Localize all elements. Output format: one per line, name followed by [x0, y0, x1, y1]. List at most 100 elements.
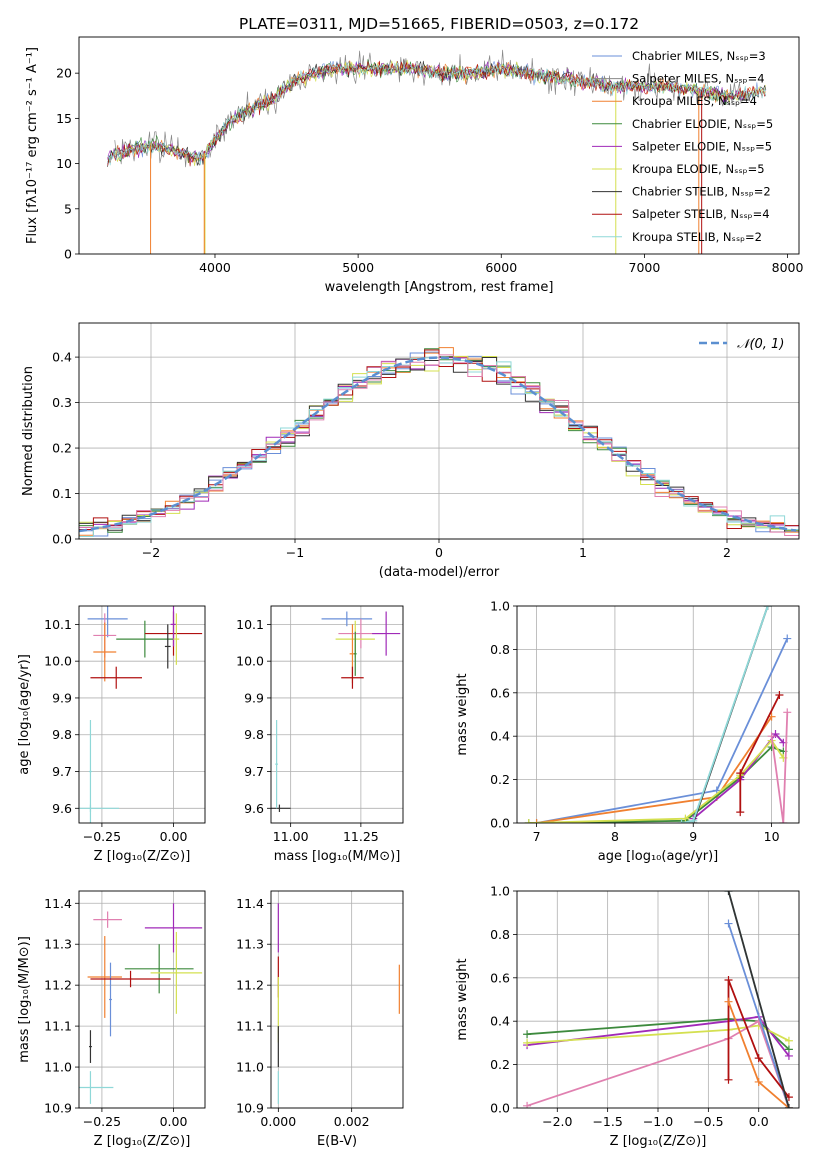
- weight-vs-Z-series-8: [727, 891, 790, 1108]
- weight-vs-Z-marker-8-1: [784, 1104, 793, 1108]
- weight-vs-Z-ytick-label: 0.4: [490, 1014, 510, 1029]
- weight-vs-Z-plot-area: [523, 891, 793, 1108]
- weight-vs-age-ylabel: mass weight: [455, 673, 470, 755]
- spectrum-xtick-label: 6000: [485, 260, 517, 275]
- weight-vs-Z-xtick-label: 0.0: [749, 1114, 769, 1129]
- weight-vs-age-series-0: [536, 638, 789, 823]
- age-vs-mass-ytick-label: 9.7: [244, 764, 264, 779]
- weight-vs-Z-frame: [516, 890, 800, 1109]
- residuals-ytick-label: 0.0: [52, 532, 72, 547]
- weight-vs-age-xtick-label: 8: [611, 829, 619, 844]
- age-vs-Z-point-5: [170, 606, 177, 647]
- weight-vs-Z-ylabel: mass weight: [455, 958, 470, 1040]
- weight-vs-age-xlabel: age [log₁₀(age/yr)]: [598, 849, 719, 864]
- spectrum-legend-label-2: Kroupa MILES, Nₛₛₚ=4: [632, 94, 757, 108]
- mass-vs-EBV-plot-area: [277, 903, 400, 1104]
- spectrum-legend-label-3: Chabrier ELODIE, Nₛₛₚ=5: [632, 117, 773, 131]
- age-vs-Z-point-7: [164, 624, 171, 669]
- residuals-ytick-label: 0.3: [52, 395, 72, 410]
- age-vs-Z-point-6: [173, 613, 180, 665]
- weight-vs-age-marker-0-2: [783, 634, 792, 643]
- weight-vs-Z-xtick-label: −0.5: [693, 1114, 723, 1129]
- age-vs-mass-point-7: [271, 804, 291, 812]
- residuals-ytick-label: 0.1: [52, 486, 72, 501]
- residuals-xtick-label: 1: [579, 545, 587, 560]
- residuals-ytick-label: 0.2: [52, 441, 72, 456]
- figure-title: PLATE=0311, MJD=51665, FIBERID=0503, z=0…: [239, 15, 639, 33]
- weight-vs-Z-xtick-label: −1.5: [592, 1114, 622, 1129]
- age-vs-Z-ytick-label: 10.0: [44, 654, 72, 669]
- mass-vs-Z-point-5: [109, 962, 112, 1037]
- weight-vs-age-xtick-label: 7: [533, 829, 541, 844]
- mass-vs-Z-point-0: [93, 911, 122, 928]
- spectrum-legend-label-4: Salpeter ELODIE, Nₛₛₚ=5: [632, 139, 772, 153]
- age-vs-mass-frame: [270, 605, 404, 824]
- age-vs-mass-point-6: [341, 666, 364, 689]
- weight-vs-Z-series-6: [727, 979, 790, 1098]
- weight-vs-Z-series-4: [727, 923, 790, 1108]
- mass-vs-Z-point-6: [90, 970, 171, 988]
- age-vs-mass-ytick-label: 9.6: [244, 801, 264, 816]
- spectrum-ytick-label: 0: [64, 247, 72, 262]
- mass-vs-EBV-ytick-label: 11.4: [236, 896, 264, 911]
- mass-vs-Z-xlabel: Z [log₁₀(Z/Z⊙)]: [94, 1134, 191, 1149]
- residuals-xtick-label: −1: [286, 545, 304, 560]
- weight-vs-age-xtick-label: 10: [764, 829, 780, 844]
- spectrum-legend-label-8: Kroupa STELIB, Nₛₛₚ=2: [632, 230, 762, 244]
- mass-vs-EBV-xtick-label: 0.002: [334, 1114, 370, 1129]
- weight-vs-Z-marker-7-1: [754, 1077, 763, 1086]
- mass-vs-EBV-xtick-label: 0.000: [260, 1114, 296, 1129]
- weight-vs-Z-marker-7-0: [724, 997, 733, 1006]
- mass-vs-Z-xtick-label: −0.25: [83, 1114, 121, 1129]
- age-vs-Z-point-10: [89, 720, 92, 823]
- weight-vs-Z-marker-6-0: [724, 1075, 733, 1084]
- mass-vs-Z-ylabel: mass [log₁₀(M/M⊙)]: [17, 936, 32, 1063]
- age-vs-mass-point-0: [321, 611, 373, 627]
- weight-vs-Z-xtick-label: −2.0: [542, 1114, 572, 1129]
- weight-vs-age-marker-4-1: [681, 814, 690, 823]
- spectrum-ytick-label: 15: [56, 111, 72, 126]
- age-vs-mass-axes: 11.00 11.25 9.6 9.7 9.8 9.9 10.0 10.1: [236, 606, 403, 844]
- residuals-xtick-label: 2: [723, 545, 731, 560]
- age-vs-Z-axes: −0.25 0.00 9.6 9.7 9.8 9.9 10.0 10.1: [44, 606, 205, 844]
- residual-histogram-8: [79, 354, 799, 538]
- mass-vs-EBV-xlabel: E(B-V): [317, 1134, 357, 1149]
- spectrum-ytick-label: 20: [56, 66, 72, 81]
- spectrum-series-7: [107, 60, 767, 167]
- spectrum-legend-label-1: Salpeter MILES, Nₛₛₚ=4: [632, 72, 765, 86]
- weight-vs-Z-marker-1-3: [784, 1051, 793, 1060]
- weight-vs-Z-xtick-label: −1.0: [643, 1114, 673, 1129]
- residuals-xtick-label: −2: [142, 545, 160, 560]
- mass-vs-Z-point-1: [144, 903, 203, 953]
- weight-vs-age-marker-8-1: [779, 819, 788, 823]
- weight-vs-Z-ytick-label: 1.0: [490, 884, 510, 899]
- age-vs-Z-ytick-label: 9.7: [52, 764, 72, 779]
- weight-vs-Z-xlabel: Z [log₁₀(Z/Z⊙)]: [610, 1134, 707, 1149]
- weight-vs-Z-ytick-label: 0.0: [490, 1101, 510, 1116]
- age-vs-Z-point-2: [93, 622, 117, 682]
- age-vs-Z-ytick-label: 9.8: [52, 727, 72, 742]
- spectrum-frame: [78, 36, 800, 255]
- spectrum-xlabel: wavelength [Angstrom, rest frame]: [325, 280, 554, 295]
- mass-vs-Z-axes: −0.25 0.00 10.9 11.0 11.1 11.2 11.3 11.4: [44, 891, 205, 1129]
- age-vs-mass-ytick-label: 9.8: [244, 727, 264, 742]
- age-vs-mass-ytick-label: 10.1: [236, 617, 264, 632]
- age-vs-Z-point-3: [116, 620, 174, 658]
- mass-vs-Z-xtick-label: 0.00: [160, 1114, 188, 1129]
- mass-vs-Z-point-4: [87, 936, 122, 1018]
- weight-vs-age-marker-6-2: [775, 690, 784, 699]
- spectrum-ytick-label: 5: [64, 201, 72, 216]
- weight-vs-age-marker-7-0: [677, 819, 686, 823]
- weight-vs-Z-ytick-label: 0.6: [490, 970, 510, 985]
- weight-vs-age-ytick-label: 0.4: [490, 729, 510, 744]
- age-vs-mass-point-2: [372, 611, 401, 656]
- residuals-xtick-label: 0: [435, 545, 443, 560]
- weight-vs-age-marker-6-1: [736, 769, 745, 778]
- age-vs-Z-xtick-label: −0.25: [83, 829, 121, 844]
- mass-vs-Z-point-3: [150, 931, 203, 1014]
- mass-vs-Z-point-8: [79, 1071, 114, 1104]
- weight-vs-age-series-8: [770, 712, 789, 823]
- mass-vs-EBV-ytick-label: 11.3: [236, 937, 264, 952]
- age-vs-mass-ytick-label: 10.0: [236, 654, 264, 669]
- mass-vs-EBV-frame: [270, 890, 404, 1109]
